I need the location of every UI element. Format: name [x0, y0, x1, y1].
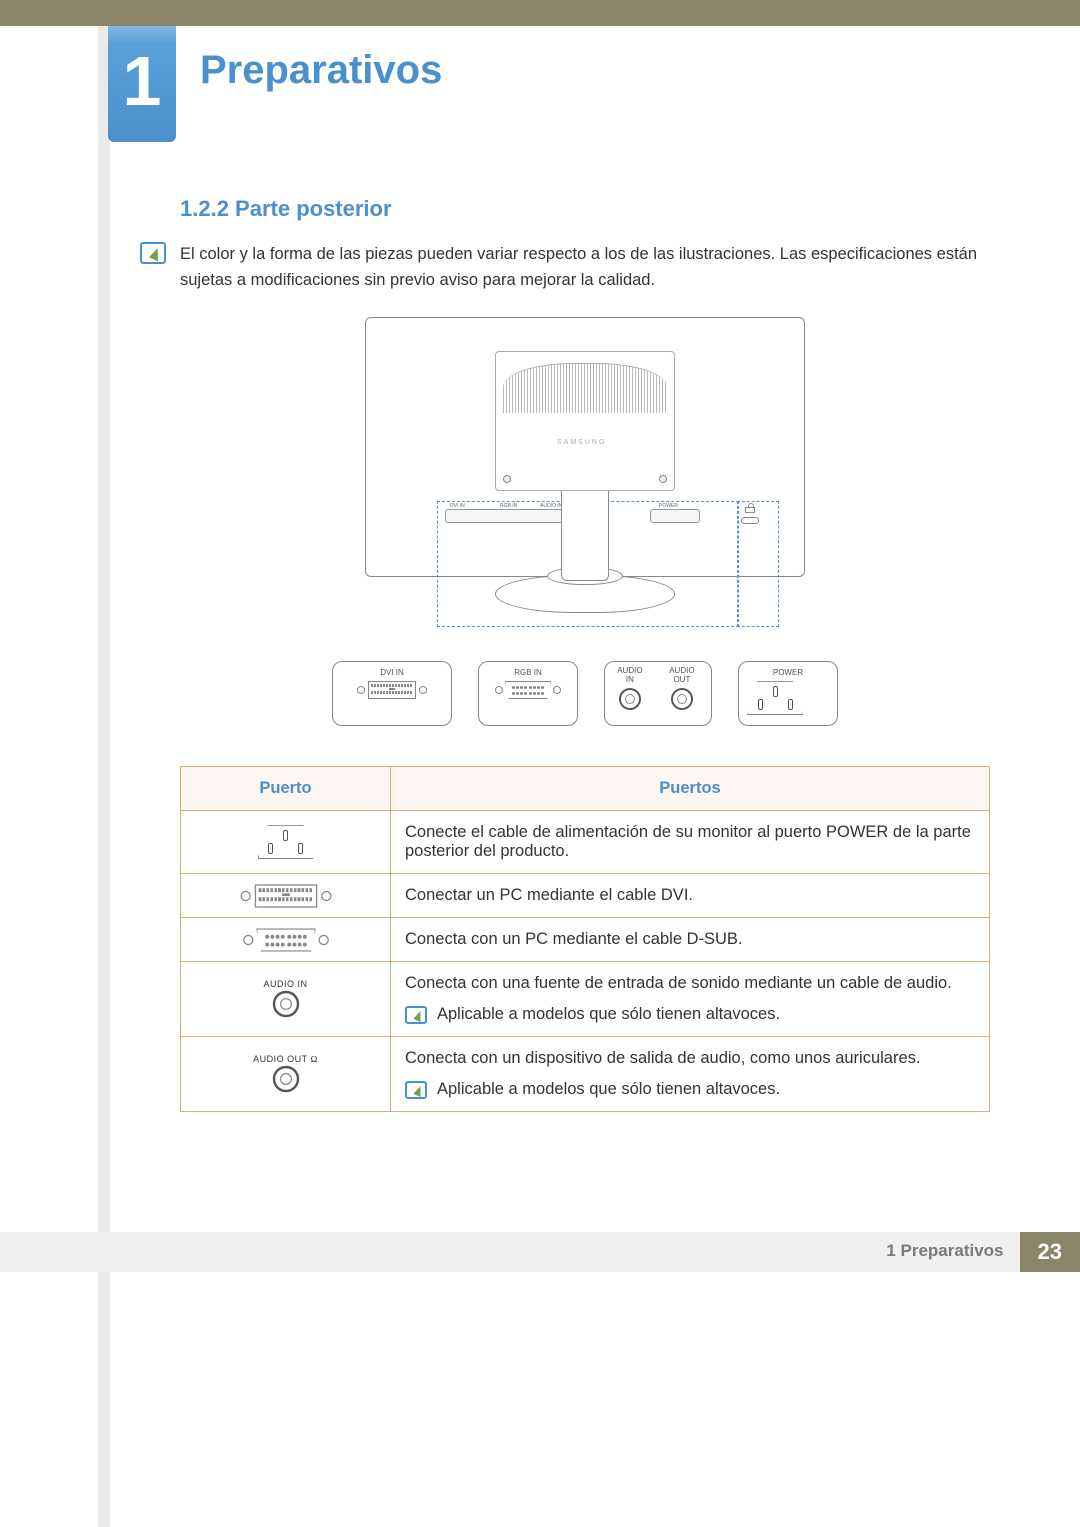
- inline-note-text: Aplicable a modelos que sólo tienen alta…: [437, 1005, 780, 1024]
- power-connector-icon: [258, 825, 314, 859]
- monitor-back-illustration: SAMSUNG DVI IN RGB IN AUDIO IN AUDIO OUT…: [365, 317, 805, 627]
- port-icon-cell: AUDIO IN: [181, 962, 391, 1037]
- note-icon: [140, 242, 166, 264]
- chapter-header: 1 Preparativos: [0, 26, 1080, 146]
- page-content: 1.2.2 Parte posterior El color y la form…: [180, 146, 990, 1112]
- vent-grille: [503, 363, 667, 413]
- vga-connector-icon: [495, 681, 561, 699]
- callout-rgb: RGB IN: [478, 661, 578, 726]
- port-desc: Conecte el cable de alimentación de su m…: [391, 811, 990, 874]
- section-heading: 1.2.2 Parte posterior: [180, 196, 990, 222]
- audio-in-label: AUDIO IN: [195, 979, 376, 989]
- brand-label: SAMSUNG: [557, 439, 606, 446]
- chapter-title: Preparativos: [200, 48, 442, 93]
- footer-page-number: 23: [1020, 1232, 1080, 1272]
- port-icon-cell: [181, 874, 391, 918]
- table-row: Conectar un PC mediante el cable DVI.: [181, 874, 990, 918]
- callout-label-rgb: RGB IN: [487, 668, 569, 677]
- callout-dvi: DVI IN: [332, 661, 452, 726]
- port-desc: Conecta con un dispositivo de salida de …: [405, 1049, 920, 1067]
- callout-label-audio-in: AUDIO IN: [613, 666, 647, 684]
- note-text: El color y la forma de las piezas pueden…: [180, 242, 990, 293]
- callout-box-lock: [737, 501, 779, 627]
- chapter-number-badge: 1: [108, 26, 176, 142]
- port-desc: Conecta con una fuente de entrada de son…: [405, 974, 952, 992]
- table-header-port: Puerto: [181, 767, 391, 811]
- callout-label-dvi: DVI IN: [341, 668, 443, 677]
- vga-connector-icon: [243, 928, 329, 951]
- audio-jack-icon: [671, 688, 693, 710]
- left-decorative-strip: [98, 26, 110, 1527]
- port-callouts-row: DVI IN RGB IN AUDIO IN: [332, 661, 838, 726]
- table-header-desc: Puertos: [391, 767, 990, 811]
- port-desc: Conecta con un PC mediante el cable D-SU…: [391, 918, 990, 962]
- callout-label-audio-out: AUDIO OUT: [661, 666, 703, 684]
- port-desc-cell: Conecta con un dispositivo de salida de …: [391, 1037, 990, 1112]
- audio-jack-icon: [272, 990, 298, 1016]
- audio-out-label: AUDIO OUT Ω: [195, 1054, 376, 1064]
- top-bar: [0, 0, 1080, 26]
- audio-jack-icon: [272, 1065, 298, 1091]
- port-desc-cell: Conecta con una fuente de entrada de son…: [391, 962, 990, 1037]
- inline-note: Aplicable a modelos que sólo tienen alta…: [405, 1005, 975, 1024]
- dvi-connector-icon: [240, 884, 331, 907]
- table-row: Conecte el cable de alimentación de su m…: [181, 811, 990, 874]
- audio-jack-icon: [619, 688, 641, 710]
- page-footer: 1 Preparativos 23: [0, 1232, 1080, 1272]
- note-callout: El color y la forma de las piezas pueden…: [180, 242, 990, 293]
- ports-table: Puerto Puertos Conecte el cable de alime…: [180, 766, 990, 1112]
- port-icon-cell: [181, 811, 391, 874]
- port-icon-cell: AUDIO OUT Ω: [181, 1037, 391, 1112]
- table-row: AUDIO IN Conecta con una fuente de entra…: [181, 962, 990, 1037]
- inline-note-text: Aplicable a modelos que sólo tienen alta…: [437, 1080, 780, 1099]
- table-row: Conecta con un PC mediante el cable D-SU…: [181, 918, 990, 962]
- callout-audio: AUDIO IN AUDIO OUT: [604, 661, 712, 726]
- diagram: SAMSUNG DVI IN RGB IN AUDIO IN AUDIO OUT…: [180, 317, 990, 726]
- dvi-connector-icon: [357, 681, 427, 699]
- port-icon-cell: [181, 918, 391, 962]
- port-desc: Conectar un PC mediante el cable DVI.: [391, 874, 990, 918]
- callout-label-power: POWER: [747, 668, 829, 677]
- footer-chapter-label: 1 Preparativos: [870, 1232, 1019, 1272]
- stand-neck: [561, 491, 609, 581]
- power-connector-icon: [747, 681, 803, 715]
- note-icon: [405, 1006, 427, 1024]
- callout-power: POWER: [738, 661, 838, 726]
- note-icon: [405, 1081, 427, 1099]
- table-row: AUDIO OUT Ω Conecta con un dispositivo d…: [181, 1037, 990, 1112]
- inline-note: Aplicable a modelos que sólo tienen alta…: [405, 1080, 975, 1099]
